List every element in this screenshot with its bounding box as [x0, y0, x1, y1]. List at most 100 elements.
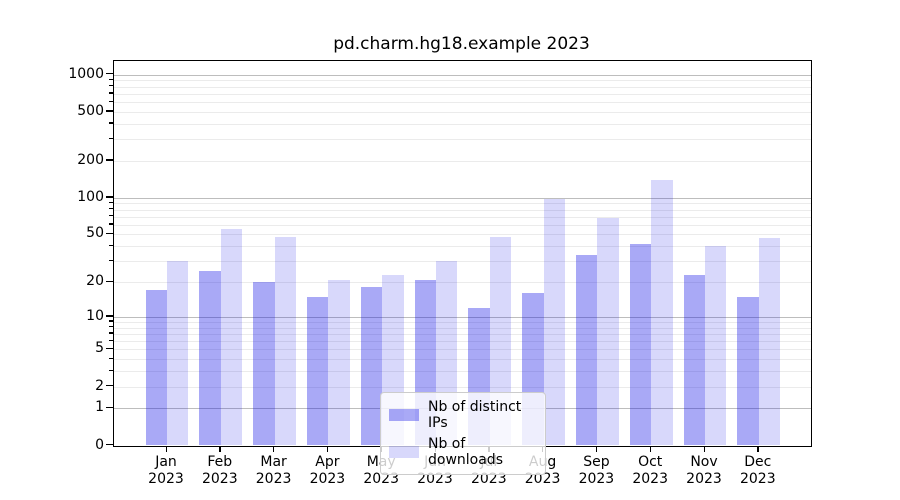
- legend: Nb of distinct IPs Nb of downloads: [380, 392, 546, 475]
- x-tick-year: 2023: [201, 471, 238, 487]
- minor-gridline: [114, 209, 811, 211]
- x-tick-label-dec: Dec 2023: [723, 454, 793, 488]
- bar-downloads-jan: [167, 261, 189, 446]
- minor-gridline: [114, 216, 811, 218]
- major-gridline: [114, 316, 811, 318]
- y-minor-tick-mark: [109, 369, 113, 371]
- x-tick-month: Feb: [207, 454, 233, 470]
- bar-downloads-nov: [705, 246, 727, 446]
- legend-label-downloads: Nb of downloads: [428, 436, 503, 468]
- minor-gridline: [114, 234, 811, 236]
- y-tick-label: 1000: [68, 65, 104, 82]
- x-tick-year: 2023: [686, 471, 722, 487]
- x-tick-year: 2023: [255, 471, 292, 487]
- minor-gridline: [114, 341, 811, 343]
- x-tick-year: 2023: [739, 471, 776, 487]
- x-tick-label-mar: Mar 2023: [239, 454, 309, 488]
- x-tick-month: Jan: [155, 454, 177, 470]
- y-minor-tick-mark: [109, 110, 113, 112]
- x-tick-label-jan: Jan 2023: [131, 454, 201, 488]
- x-tick-label-feb: Feb 2023: [185, 454, 255, 488]
- y-minor-tick-mark: [109, 215, 113, 217]
- minor-gridline: [114, 333, 811, 335]
- y-tick-label: 500: [77, 102, 104, 119]
- minor-gridline: [114, 321, 811, 323]
- y-minor-tick-mark: [109, 320, 113, 322]
- bar-downloads-dec: [758, 237, 781, 446]
- y-minor-tick-mark: [109, 223, 113, 225]
- bar-distinct-ips-sep: [576, 254, 598, 446]
- y-tick-label: 200: [77, 151, 104, 168]
- y-tick-mark: [106, 315, 113, 317]
- bar-distinct-ips-may: [360, 287, 383, 446]
- y-tick-label: 2: [95, 377, 104, 394]
- minor-gridline: [114, 160, 811, 162]
- y-minor-tick-mark: [109, 232, 113, 235]
- minor-gridline: [114, 359, 811, 361]
- x-tick-year: 2023: [632, 471, 668, 487]
- y-minor-tick-mark: [109, 159, 113, 161]
- y-minor-tick-mark: [109, 100, 113, 102]
- bar-downloads-sep: [597, 218, 619, 446]
- minor-gridline: [114, 261, 811, 263]
- y-minor-tick-mark: [109, 122, 113, 124]
- y-minor-tick-mark: [109, 78, 113, 81]
- x-tick-year: 2023: [363, 471, 399, 487]
- x-tick-label-oct: Oct 2023: [615, 454, 685, 488]
- x-tick-year: 2023: [524, 471, 561, 487]
- plot-area: [113, 59, 812, 447]
- x-tick-mark: [649, 446, 651, 452]
- y-minor-tick-mark: [109, 244, 113, 246]
- x-tick-mark: [219, 446, 221, 452]
- y-tick-mark: [106, 73, 113, 75]
- chart-title: pd.charm.hg18.example 2023: [333, 34, 590, 54]
- x-tick-mark: [165, 446, 167, 452]
- x-tick-month: Apr: [315, 454, 340, 470]
- y-minor-tick-mark: [109, 326, 113, 328]
- major-gridline: [114, 197, 811, 199]
- minor-gridline: [114, 349, 811, 351]
- x-tick-year: 2023: [578, 471, 615, 487]
- legend-item-downloads: Nb of downloads: [389, 436, 537, 468]
- minor-gridline: [114, 224, 811, 226]
- bar-distinct-ips-oct: [629, 243, 652, 446]
- y-tick-mark: [106, 196, 113, 198]
- bar-distinct-ips-mar: [253, 282, 275, 446]
- bar-distinct-ips-apr: [307, 296, 329, 446]
- minor-gridline: [114, 246, 811, 248]
- x-tick-year: 2023: [417, 471, 453, 487]
- minor-gridline: [114, 282, 811, 284]
- minor-gridline: [114, 111, 811, 113]
- y-minor-tick-mark: [109, 357, 113, 359]
- legend-label-distinct-ips: Nb of distinct IPs: [428, 399, 522, 431]
- legend-swatch-downloads: [389, 446, 419, 458]
- y-tick-mark: [106, 406, 113, 409]
- x-tick-year: 2023: [148, 471, 184, 487]
- y-minor-tick-mark: [109, 280, 113, 282]
- y-minor-tick-mark: [109, 347, 113, 350]
- minor-gridline: [114, 123, 811, 125]
- bar-downloads-apr: [328, 279, 350, 446]
- minor-gridline: [114, 80, 811, 82]
- x-tick-month: Nov: [690, 454, 718, 470]
- x-tick-year: 2023: [470, 471, 507, 487]
- x-tick-mark: [595, 446, 598, 452]
- x-tick-month: Dec: [744, 454, 772, 470]
- bar-distinct-ips-jan: [145, 290, 167, 446]
- minor-gridline: [114, 371, 811, 373]
- bar-downloads-aug: [543, 199, 565, 446]
- bar-distinct-ips-feb: [199, 270, 221, 446]
- minor-gridline: [114, 93, 811, 95]
- minor-gridline: [114, 102, 811, 104]
- y-minor-tick-mark: [109, 92, 113, 94]
- bar-downloads-mar: [274, 236, 296, 446]
- y-minor-tick-mark: [109, 385, 113, 387]
- minor-gridline: [114, 139, 811, 141]
- bar-distinct-ips-nov: [683, 274, 705, 446]
- x-tick-mark: [703, 446, 705, 452]
- y-minor-tick-mark: [109, 201, 113, 204]
- y-minor-tick-mark: [109, 339, 113, 341]
- x-tick-year: 2023: [309, 471, 346, 487]
- bar-downloads-feb: [220, 229, 243, 446]
